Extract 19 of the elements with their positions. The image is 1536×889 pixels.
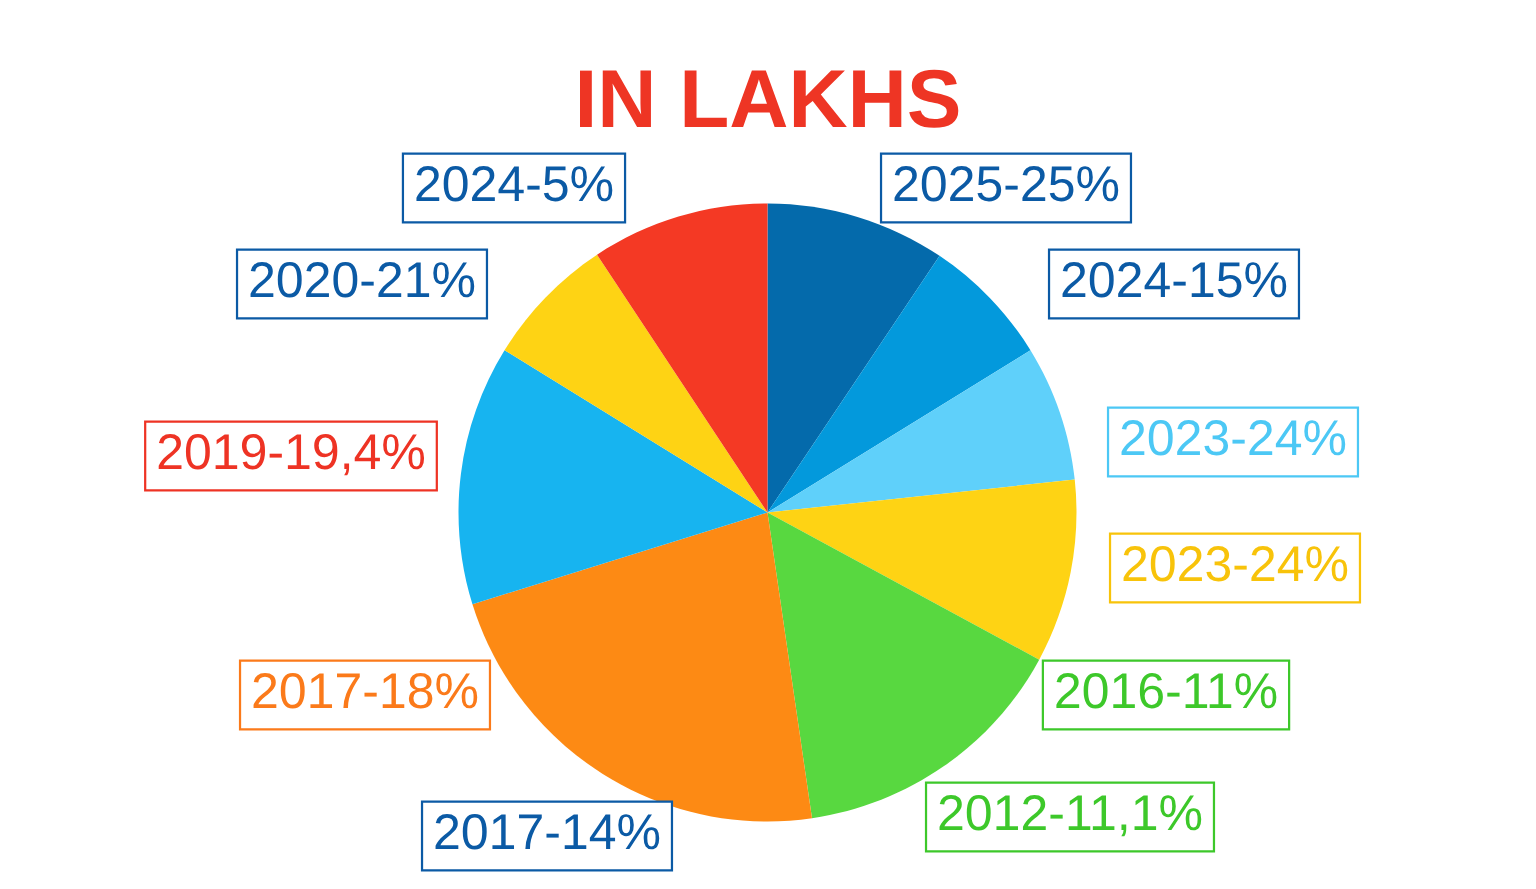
pie-slice [597, 203, 768, 513]
slice-label: 2023-24% [1121, 420, 1346, 456]
text: 2017-14% [435, 814, 660, 850]
slice-label: 2023-24% [1123, 546, 1348, 582]
text: 2012-11,1% [939, 795, 1202, 837]
slice-label: 2019-19,4% [158, 434, 425, 476]
pie-slice [767, 479, 1077, 660]
slice-label: 2016-11% [1056, 673, 1277, 709]
chart-title: IN LAKHS [580, 69, 959, 128]
pie-slice [458, 350, 768, 605]
slice-label: 2025-25% [894, 166, 1119, 202]
slice-label: 2020-21% [250, 262, 475, 298]
pie-slice [767, 255, 1031, 513]
pie-slice [767, 350, 1075, 513]
slice-label: 2024-5% [416, 166, 613, 202]
pie-slice [767, 203, 940, 513]
pie-slice [504, 254, 768, 513]
slice-label: 2017-18% [253, 673, 478, 709]
slice-label: 2024-15% [1062, 262, 1287, 298]
